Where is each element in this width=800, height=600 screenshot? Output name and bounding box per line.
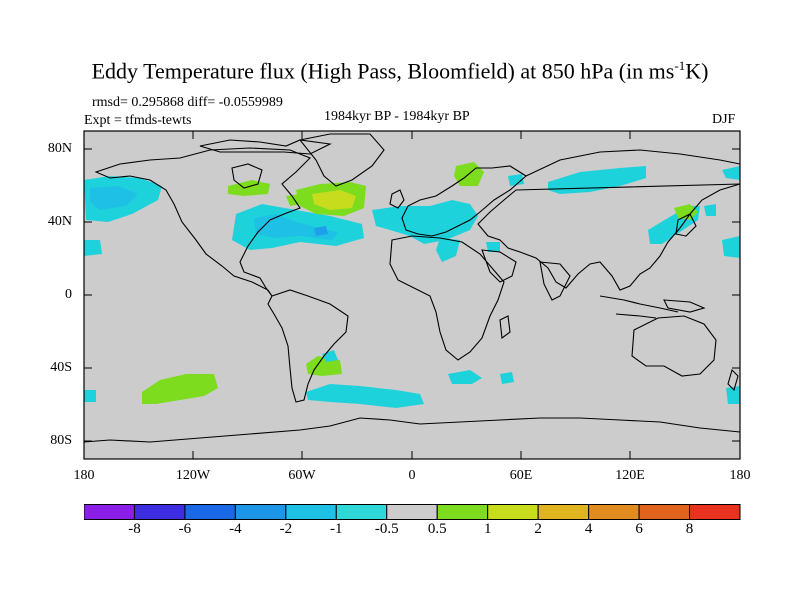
lat-tick-label: 80N: [47, 141, 72, 156]
blue-region-north-pacific: [90, 186, 138, 210]
coast-japan: [675, 213, 697, 237]
rmsd-label: rmsd= 0.295868 diff= -0.0559989: [92, 95, 283, 110]
cyan-region-scandinavia-east: [508, 174, 524, 186]
colorbar-label: 1: [483, 521, 492, 537]
lon-tick-label: 180: [73, 468, 95, 483]
colorbar-swatch: [436, 504, 489, 520]
lat-tick-label: 40S: [50, 360, 72, 375]
lon-tick-label: 180: [729, 468, 751, 483]
map-background: [84, 131, 740, 459]
green-region-south-pacific: [142, 374, 218, 404]
cyan-region-siberia: [548, 166, 646, 194]
coastlines: [83, 133, 741, 443]
colorbar-swatch: [335, 504, 388, 520]
colorbar-label: 4: [584, 521, 593, 537]
cyan-region-mediterranean: [436, 238, 460, 262]
cyan-region-pacific-east-edge: [722, 236, 740, 258]
lon-tick-label: 60W: [288, 468, 316, 483]
coast-india: [539, 261, 571, 301]
colorbar-label: 8: [685, 521, 694, 537]
lon-tick-label: 60E: [509, 468, 533, 483]
colorbar-swatch: [386, 504, 438, 520]
coast-canadian-arctic: [199, 139, 332, 155]
colorbar-swatch: [537, 504, 590, 520]
colorbar: [84, 504, 741, 520]
lat-tick-label: 80S: [50, 433, 72, 448]
coast-north-america: [94, 147, 311, 297]
green-region-newfoundland: [286, 194, 302, 206]
cyan-region-pacific-west: [84, 240, 102, 256]
coast-new-zealand: [727, 368, 739, 392]
cyan-region-southwest-edge: [84, 390, 96, 402]
coast-britain: [389, 189, 405, 209]
yellow-region-greenland-sea: [312, 190, 356, 210]
colorbar-swatch: [184, 504, 236, 520]
colorbar-label: 2: [534, 521, 542, 537]
coast-europe: [401, 165, 527, 237]
coast-south-america: [267, 289, 349, 403]
colorbar-label: -2: [279, 521, 293, 537]
coast-antarctica: [83, 417, 741, 443]
colorbar-swatch: [689, 504, 741, 520]
coast-asia: [477, 149, 741, 291]
coast-new-guinea: [663, 299, 706, 313]
colorbar-label: 0.5: [427, 521, 447, 537]
coast-indonesia: [599, 295, 679, 319]
coast-greenland: [299, 133, 385, 187]
colorbar-label: -6: [178, 521, 192, 537]
cyan-region-south-indian: [500, 372, 514, 384]
lon-tick-label: 0: [408, 468, 416, 483]
cyan-region-southeast-edge: [726, 386, 740, 404]
cyan-region-middle-east: [486, 242, 500, 252]
cyan-region-south-africa: [448, 370, 482, 384]
axis-ticks: [83, 131, 741, 459]
colorbar-label: -8: [128, 521, 141, 537]
colorbar-swatch: [234, 504, 287, 520]
colorbar-swatch: [638, 504, 691, 520]
colorbar-label: 6: [635, 521, 643, 537]
coast-madagascar: [499, 315, 511, 340]
contour-fills: [84, 162, 740, 408]
colorbar-swatch: [285, 504, 337, 520]
cyan-region-arctic-edge: [722, 166, 740, 180]
lon-tick-label: 120W: [175, 468, 211, 483]
colorbar-swatch: [133, 504, 186, 520]
colorbar-label: -4: [229, 521, 242, 537]
lat-tick-label: 40N: [47, 214, 72, 229]
colorbar-swatch: [84, 504, 135, 520]
colorbar-swatch: [588, 504, 640, 520]
cyan-region-kuril: [704, 204, 716, 216]
colorbar-label: -1: [330, 521, 343, 537]
season-label: DJF: [712, 112, 736, 127]
darkblue-spot-atlantic: [314, 226, 328, 236]
cyan-region-south-atlantic: [306, 384, 424, 408]
lat-tick-label: 0: [65, 287, 72, 302]
period-label: 1984kyr BP - 1984kyr BP: [324, 109, 470, 124]
colorbar-label: -0.5: [374, 521, 399, 537]
chart-title: Eddy Temperature flux (High Pass, Bloomf…: [91, 58, 709, 84]
cyan-region-europe: [372, 200, 478, 244]
experiment-label: Expt = tfmds-tewts: [84, 113, 192, 128]
lon-tick-label: 120E: [615, 468, 645, 483]
coast-australia: [631, 315, 717, 377]
colorbar-swatch: [487, 504, 539, 520]
green-region-south-america-east: [306, 356, 342, 376]
coast-arabia: [481, 249, 517, 283]
coast-africa: [389, 235, 505, 361]
coast-hudson-bay: [231, 163, 263, 189]
green-region-japan: [674, 204, 698, 220]
